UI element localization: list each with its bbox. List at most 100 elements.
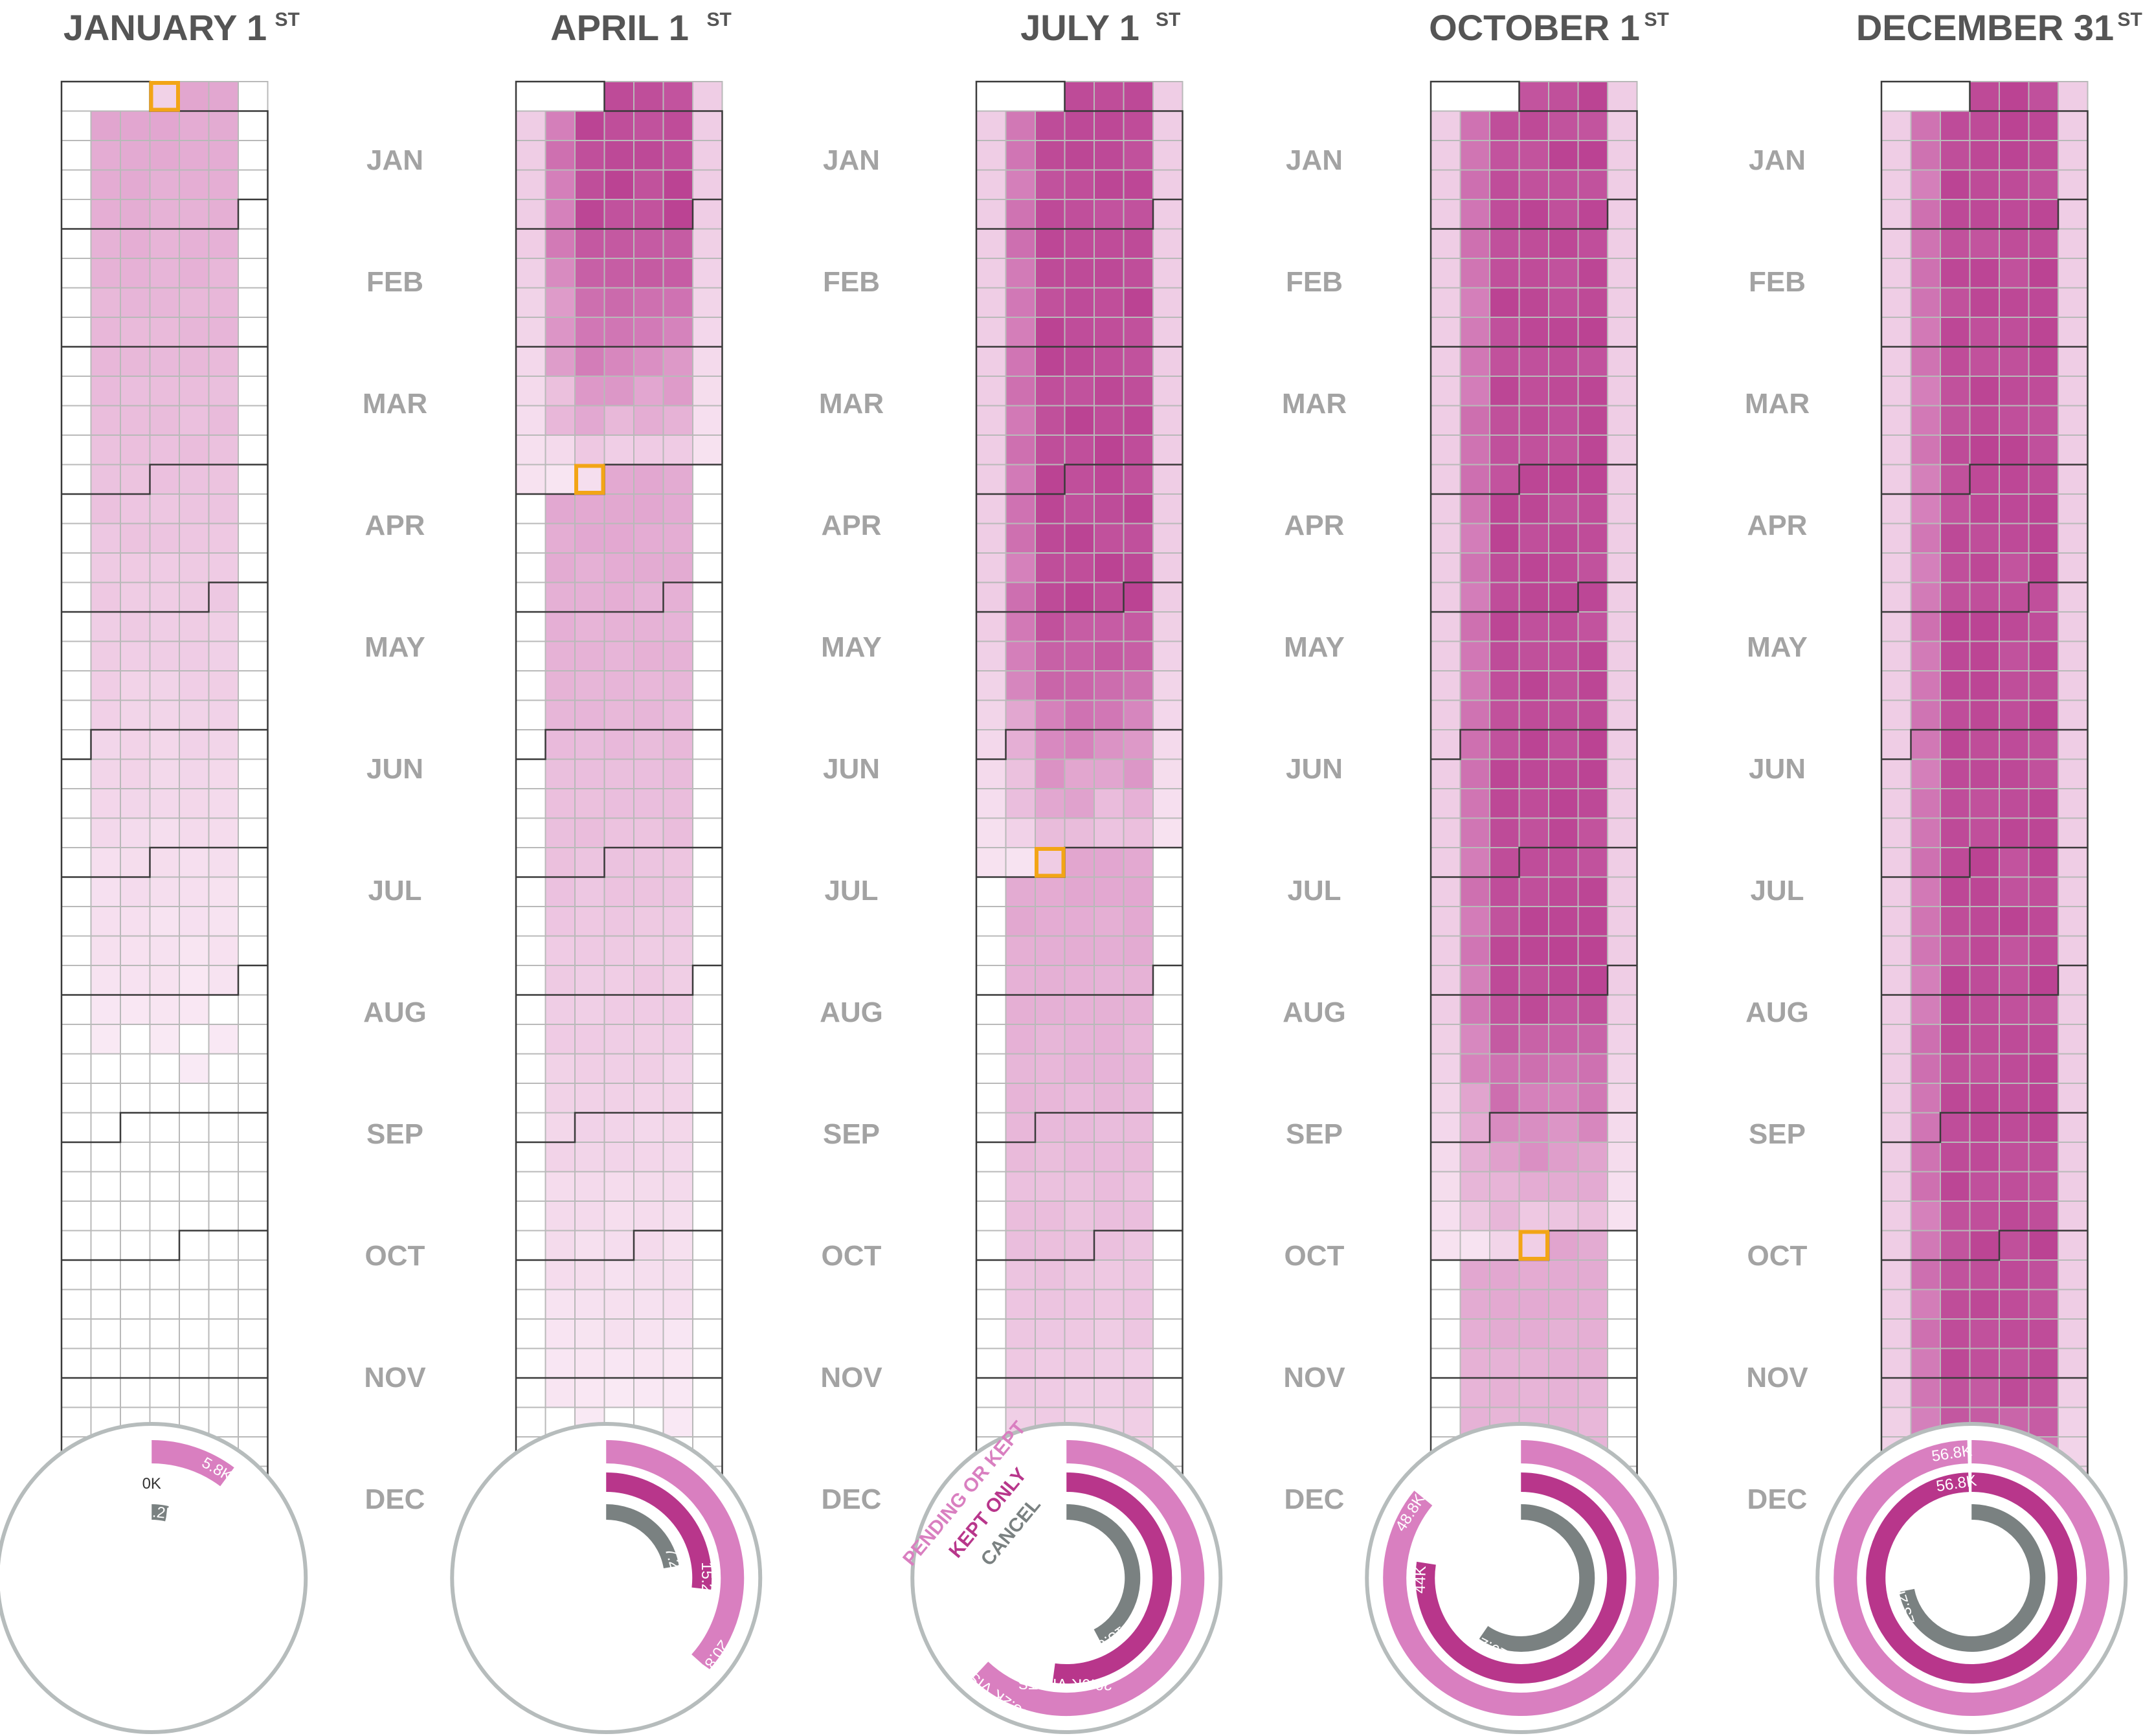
day-cell xyxy=(149,1230,180,1261)
day-cell xyxy=(692,1318,723,1349)
day-cell xyxy=(603,317,634,348)
day-cell xyxy=(692,729,723,760)
day-cell xyxy=(1094,110,1125,141)
day-cell xyxy=(238,110,269,141)
day-cell xyxy=(1094,1259,1125,1291)
day-cell xyxy=(1123,876,1154,907)
day-cell xyxy=(603,199,634,230)
day-cell xyxy=(1940,847,1971,878)
day-cell xyxy=(1005,1230,1036,1261)
day-cell xyxy=(1607,1112,1638,1143)
day-cell xyxy=(208,729,239,760)
day-cell xyxy=(976,199,1007,230)
month-boundary xyxy=(62,198,268,230)
day-cell xyxy=(61,935,92,966)
day-cell xyxy=(544,699,576,730)
month-label: JUL xyxy=(1287,875,1341,907)
day-cell xyxy=(1518,1289,1549,1320)
day-cell xyxy=(1123,169,1154,200)
day-cell xyxy=(603,228,634,259)
day-cell xyxy=(2028,169,2059,200)
day-cell xyxy=(1969,376,2000,407)
day-cell xyxy=(2058,493,2089,524)
day-cell xyxy=(2058,1171,2089,1202)
day-cell xyxy=(1910,1259,1941,1291)
day-cell xyxy=(574,1289,605,1320)
day-cell xyxy=(1969,346,2000,377)
day-cell xyxy=(692,1083,723,1114)
day-cell xyxy=(2028,1289,2059,1320)
day-cell xyxy=(515,1171,546,1202)
day-cell xyxy=(149,199,180,230)
day-cell xyxy=(179,434,210,466)
day-cell xyxy=(515,965,546,996)
day-cell xyxy=(1094,464,1125,495)
day-cell xyxy=(179,258,210,289)
day-cell xyxy=(976,1347,1007,1379)
day-cell xyxy=(1094,199,1125,230)
day-cell xyxy=(1548,581,1579,613)
day-cell xyxy=(976,581,1007,613)
day-cell xyxy=(633,729,664,760)
day-cell xyxy=(1969,1318,2000,1349)
day-cell xyxy=(1607,640,1638,671)
day-cell xyxy=(179,994,210,1025)
day-cell xyxy=(1459,640,1490,671)
day-cell xyxy=(662,876,693,907)
day-cell xyxy=(238,464,269,495)
day-cell xyxy=(179,699,210,730)
day-cell xyxy=(1910,376,1941,407)
day-cell xyxy=(1430,1142,1461,1173)
day-cell xyxy=(1152,405,1184,436)
day-cell xyxy=(1459,169,1490,200)
day-cell xyxy=(1548,1112,1579,1143)
day-cell xyxy=(1518,317,1549,348)
day-cell xyxy=(179,1347,210,1379)
day-cell xyxy=(1094,258,1125,289)
day-cell xyxy=(574,1347,605,1379)
day-cell xyxy=(1035,523,1066,554)
day-cell xyxy=(1430,876,1461,907)
day-cell xyxy=(90,847,121,878)
day-cell xyxy=(1430,788,1461,819)
day-cell xyxy=(633,1377,664,1408)
panel-title: APRIL 1 xyxy=(550,7,689,48)
day-cell xyxy=(61,287,92,318)
day-cell xyxy=(1005,994,1036,1025)
day-cell xyxy=(120,258,151,289)
day-cell xyxy=(149,611,180,642)
day-cell xyxy=(1577,1230,1608,1261)
day-cell xyxy=(1969,670,2000,701)
day-cell xyxy=(2058,729,2089,760)
day-cell xyxy=(1577,1142,1608,1173)
day-cell xyxy=(1969,405,2000,436)
day-cell xyxy=(1577,199,1608,230)
day-cell xyxy=(1881,1024,1912,1055)
day-cell xyxy=(1094,876,1125,907)
day-cell xyxy=(574,493,605,524)
day-cell xyxy=(976,906,1007,937)
day-cell xyxy=(692,493,723,524)
day-cell xyxy=(61,1406,92,1437)
day-cell xyxy=(1940,906,1971,937)
day-cell xyxy=(1123,670,1154,701)
day-cell xyxy=(179,346,210,377)
day-cell xyxy=(90,493,121,524)
day-cell xyxy=(179,140,210,171)
day-cell xyxy=(179,1377,210,1408)
day-cell xyxy=(633,699,664,730)
day-cell xyxy=(208,876,239,907)
day-cell xyxy=(1064,140,1095,171)
day-cell xyxy=(633,81,664,112)
day-cell xyxy=(603,1024,634,1055)
day-cell xyxy=(1881,876,1912,907)
day-cell xyxy=(208,1201,239,1232)
day-cell xyxy=(1607,552,1638,583)
day-cell xyxy=(61,464,92,495)
day-cell xyxy=(1940,1230,1971,1261)
day-cell xyxy=(633,758,664,789)
day-cell xyxy=(238,434,269,466)
day-cell xyxy=(1999,876,2030,907)
day-cell xyxy=(179,1318,210,1349)
